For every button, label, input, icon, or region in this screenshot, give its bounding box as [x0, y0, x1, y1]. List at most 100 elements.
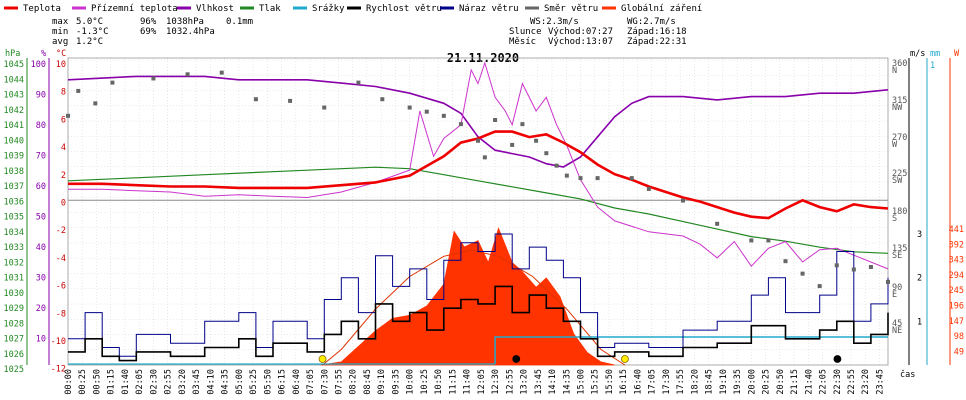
- x-tick-label: 04:35: [221, 369, 231, 395]
- axis-hpa-tick: 1032: [4, 258, 24, 268]
- axis-temp-title: °C: [56, 49, 66, 59]
- wind-dir-point: [380, 97, 385, 102]
- axis-temp-tick: -4: [56, 254, 66, 264]
- wind-dir-point: [219, 70, 224, 75]
- x-tick-label: 13:20: [520, 369, 530, 395]
- axis-wm2-title: W: [954, 49, 960, 59]
- wind-dir-point: [407, 105, 412, 110]
- axis-hpa-tick: 1045: [4, 60, 24, 70]
- axis-dir-tick: 360: [892, 59, 907, 69]
- axis-hpa-tick: 1030: [4, 289, 24, 299]
- stats-rain-max: 0.1mm: [226, 17, 253, 27]
- x-tick-label: 09:35: [391, 369, 401, 395]
- wind-dir-point: [629, 176, 634, 181]
- axis-wm2-tick: 245: [949, 286, 964, 296]
- axis-hpa-tick: 1033: [4, 243, 24, 253]
- x-axis-title: čas: [900, 369, 915, 380]
- x-tick-label: 20:50: [776, 369, 786, 395]
- axis-dir-tick: NW: [892, 103, 903, 113]
- x-tick-label: 07:05: [306, 369, 316, 395]
- legend-label-5: Rychlost větru: [366, 4, 442, 14]
- stats-label-avg: avg: [52, 37, 68, 47]
- wind-dir-point: [493, 117, 498, 122]
- x-tick-label: 00:00: [64, 369, 74, 395]
- series-ground-temperature: [68, 61, 889, 270]
- wind-dir-point: [520, 122, 525, 127]
- sunset-marker: [621, 355, 629, 363]
- axis-wm2-tick: 441: [949, 225, 964, 235]
- axis-ms-title: m/s: [910, 49, 925, 59]
- wind-dir-point: [595, 176, 600, 181]
- x-tick-label: 11:15: [448, 369, 458, 395]
- x-tick-label: 22:05: [819, 369, 829, 395]
- x-tick-label: 15:25: [591, 369, 601, 395]
- axis-mm-tick: 1: [930, 61, 935, 71]
- axis-hpa-tick: 1044: [4, 75, 24, 85]
- stats-moon-label: Měsíc: [509, 37, 536, 47]
- moonrise-marker: [512, 355, 521, 363]
- x-tick-label: 16:15: [619, 369, 629, 395]
- wind-dir-point: [554, 163, 559, 168]
- x-tick-label: 18:45: [705, 369, 715, 395]
- x-tick-label: 09:10: [377, 369, 387, 395]
- x-tick-label: 23:45: [875, 369, 885, 395]
- axis-dir-tick: NE: [892, 326, 902, 336]
- wind-dir-point: [76, 88, 81, 93]
- series-rain-cumulative: [494, 336, 888, 364]
- axis-wm2-tick: 98: [954, 332, 964, 342]
- legend-label-2: Vlhkost: [196, 4, 234, 14]
- axis-dir-tick: 180: [892, 207, 907, 217]
- legend-label-6: Náraz větru: [459, 4, 519, 14]
- axis-hpa-tick: 1027: [4, 335, 24, 345]
- axis-dir-tick: 135: [892, 244, 907, 254]
- axis-dir-tick: S: [892, 214, 897, 224]
- x-tick-label: 06:40: [292, 369, 302, 395]
- axis-hpa-tick: 1025: [4, 365, 24, 375]
- x-tick-label: 02:55: [164, 369, 174, 395]
- wind-dir-point: [534, 138, 539, 143]
- axis-wm2-tick: 196: [949, 302, 964, 312]
- moonset-marker: [833, 355, 842, 363]
- x-tick-label: 00:50: [92, 369, 102, 395]
- legend-label-3: Tlak: [259, 4, 281, 14]
- axis-dir-tick: 270: [892, 133, 907, 143]
- x-tick-label: 04:10: [206, 369, 216, 395]
- series-wind-speed: [68, 285, 889, 362]
- x-tick-label: 15:50: [605, 369, 615, 395]
- series-temperature: [68, 130, 889, 220]
- axis-wm2-tick: 147: [949, 317, 964, 327]
- axis-hpa-tick: 1036: [4, 197, 24, 207]
- x-tick-label: 17:30: [662, 369, 672, 395]
- stats-sunset: Západ:16:18: [627, 27, 687, 37]
- stats-temp-min: -1.3°C: [76, 27, 109, 37]
- wind-dir-point: [476, 138, 480, 143]
- axis-pct-tick: 20: [36, 304, 46, 314]
- stats-humidity-min: 69%: [140, 27, 157, 37]
- x-tick-label: 20:00: [747, 369, 757, 395]
- axis-pct-tick: 60: [36, 182, 46, 192]
- x-tick-label: 14:10: [548, 369, 558, 395]
- wind-dir-point: [544, 151, 549, 156]
- wind-dir-point: [458, 122, 463, 127]
- axis-hpa-tick: 1034: [4, 228, 24, 238]
- axis-hpa-tick: 1042: [4, 106, 24, 116]
- axis-hpa-tick: 1038: [4, 167, 24, 177]
- axis-temp-tick: 2: [61, 171, 66, 181]
- wind-dir-point: [749, 238, 754, 243]
- wind-dir-point: [356, 80, 361, 85]
- x-tick-label: 12:55: [505, 369, 515, 395]
- wind-dir-point: [715, 221, 720, 226]
- x-tick-label: 21:40: [804, 369, 814, 395]
- axis-hpa-tick: 1043: [4, 91, 24, 101]
- x-tick-label: 21:15: [790, 369, 800, 395]
- wind-dir-point: [886, 279, 890, 284]
- axis-wm2-tick: 392: [949, 240, 964, 250]
- x-tick-label: 05:25: [249, 369, 259, 395]
- axis-dir-tick: 90: [892, 283, 902, 293]
- wind-dir-point: [424, 109, 429, 114]
- axis-hpa-tick: 1040: [4, 136, 24, 146]
- x-tick-label: 07:30: [320, 369, 330, 395]
- legend-label-4: Srážky: [312, 4, 345, 14]
- series-clear-sky: [322, 249, 626, 366]
